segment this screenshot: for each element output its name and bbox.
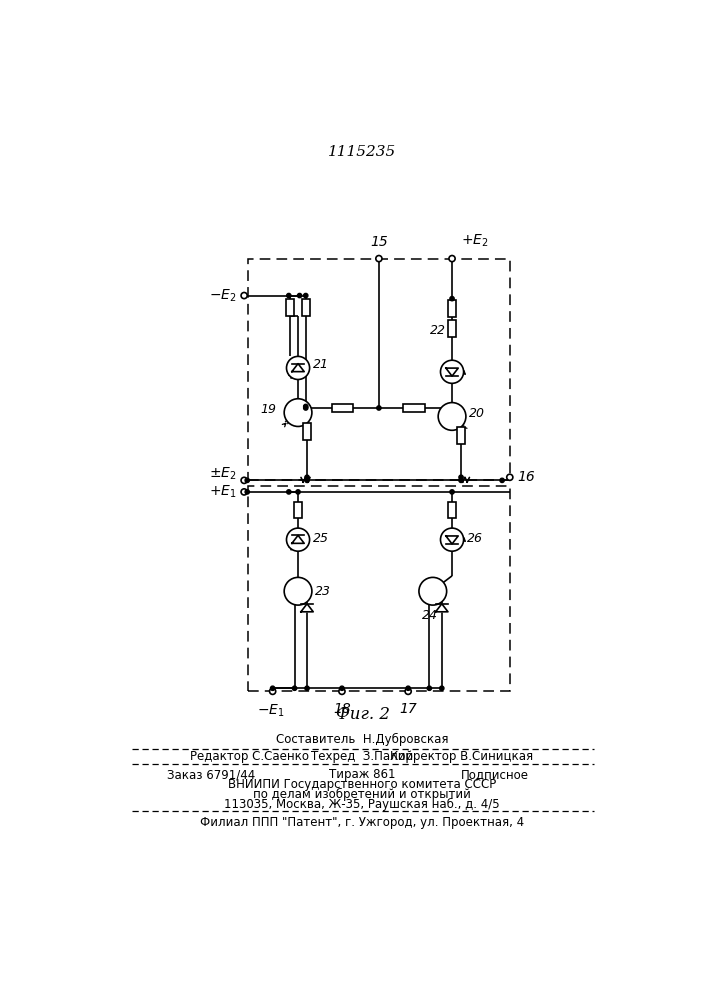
Circle shape [245,490,250,494]
Circle shape [459,475,463,479]
Text: 1115235: 1115235 [328,145,396,159]
Circle shape [376,256,382,262]
Circle shape [303,293,308,298]
Circle shape [284,399,312,426]
Text: Тираж 861: Тираж 861 [329,768,395,781]
Text: $+E_2$: $+E_2$ [462,232,489,249]
Text: $-E_2$: $-E_2$ [209,287,236,304]
Bar [448,320,456,337]
Circle shape [241,477,247,483]
Circle shape [340,686,344,690]
Text: 20: 20 [469,407,485,420]
Bar [248,486,510,691]
Circle shape [271,686,275,690]
Bar [286,299,294,316]
Circle shape [440,686,444,690]
Text: $\pm E_2$: $\pm E_2$ [209,466,236,482]
Circle shape [286,293,291,298]
Circle shape [303,406,308,410]
Circle shape [286,490,291,494]
Text: Заказ 6791/44: Заказ 6791/44 [167,768,255,781]
Text: 16: 16 [518,470,535,484]
Text: Составитель  Н.Дубровская: Составитель Н.Дубровская [276,733,448,746]
Bar [302,299,310,316]
Polygon shape [446,368,458,376]
Text: 15: 15 [370,235,387,249]
Circle shape [507,474,513,480]
Circle shape [406,686,410,690]
Text: 19: 19 [260,403,276,416]
Polygon shape [301,604,313,612]
Circle shape [305,475,309,479]
Circle shape [459,478,463,483]
Circle shape [305,478,309,483]
Bar [248,259,510,480]
Circle shape [449,256,455,262]
Circle shape [241,489,247,495]
Text: $-E_1$: $-E_1$ [257,702,285,719]
Bar [403,404,424,412]
Circle shape [286,356,310,379]
Text: $+E_1$: $+E_1$ [209,484,236,500]
Bar [448,502,456,518]
Circle shape [450,296,454,301]
Circle shape [245,478,250,483]
Circle shape [450,490,454,494]
Circle shape [405,688,411,694]
Circle shape [500,478,504,483]
Text: ВНИИПИ Государственного комитета СССР: ВНИИПИ Государственного комитета СССР [228,778,496,791]
Bar [332,404,353,412]
Polygon shape [292,364,304,372]
Polygon shape [436,604,448,612]
Text: 24: 24 [421,609,438,622]
Circle shape [269,688,276,694]
Text: Подписное: Подписное [461,768,529,781]
Circle shape [298,293,302,298]
Text: Редактор С.Саенко: Редактор С.Саенко [190,750,309,763]
Text: 23: 23 [315,585,331,598]
Circle shape [296,490,300,494]
Text: 18: 18 [333,702,351,716]
Circle shape [438,403,466,430]
Circle shape [339,688,345,694]
Text: 17: 17 [399,702,417,716]
Text: 26: 26 [467,532,484,545]
Text: Фиг. 2: Фиг. 2 [337,706,390,723]
Bar [457,427,465,444]
Circle shape [419,577,447,605]
Text: Техред  З.Палий: Техред З.Палий [311,750,413,763]
Text: 113035, Москва, Ж-35, Раушская наб., д. 4/5: 113035, Москва, Ж-35, Раушская наб., д. … [224,798,500,811]
Text: Филиал ППП "Патент", г. Ужгород, ул. Проектная, 4: Филиал ППП "Патент", г. Ужгород, ул. Про… [200,816,524,829]
Text: 22: 22 [430,324,446,337]
Polygon shape [446,536,458,544]
Circle shape [377,406,381,410]
Circle shape [286,528,310,551]
Circle shape [303,404,308,409]
Polygon shape [292,535,304,543]
Text: по делам изобретений и открытий: по делам изобретений и открытий [253,788,471,801]
Text: 25: 25 [312,532,329,545]
Bar [294,502,302,518]
Bar [303,423,311,440]
Circle shape [440,528,464,551]
Circle shape [293,686,297,690]
Text: Корректор В.Синицкая: Корректор В.Синицкая [390,750,533,763]
Circle shape [427,686,431,690]
Circle shape [284,577,312,605]
Circle shape [305,686,309,690]
Text: 21: 21 [312,358,329,371]
Bar [448,300,456,317]
Circle shape [241,292,247,299]
Circle shape [440,360,464,383]
